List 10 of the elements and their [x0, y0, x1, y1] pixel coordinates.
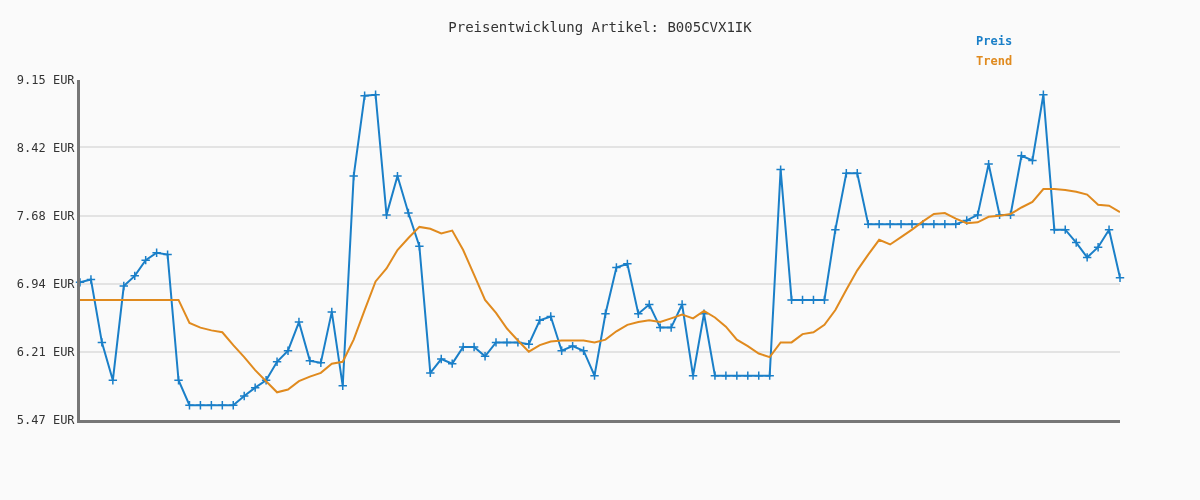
- y-tick-label: 6.94 EUR: [16, 277, 76, 292]
- y-tick-label: 7.68 EUR: [16, 209, 76, 224]
- y-tick-label: 9.15 EUR: [16, 73, 76, 88]
- y-tick-label: 6.21 EUR: [16, 344, 76, 359]
- chart-title: Preisentwicklung Artikel: B005CVX1IK: [448, 19, 753, 36]
- text: Trend: [976, 54, 1013, 68]
- y-tick-label: 8.42 EUR: [16, 140, 76, 155]
- text: Preis: [976, 34, 1013, 48]
- line-series: [80, 188, 1120, 394]
- y-tick-label: 5.47 EUR: [16, 413, 76, 428]
